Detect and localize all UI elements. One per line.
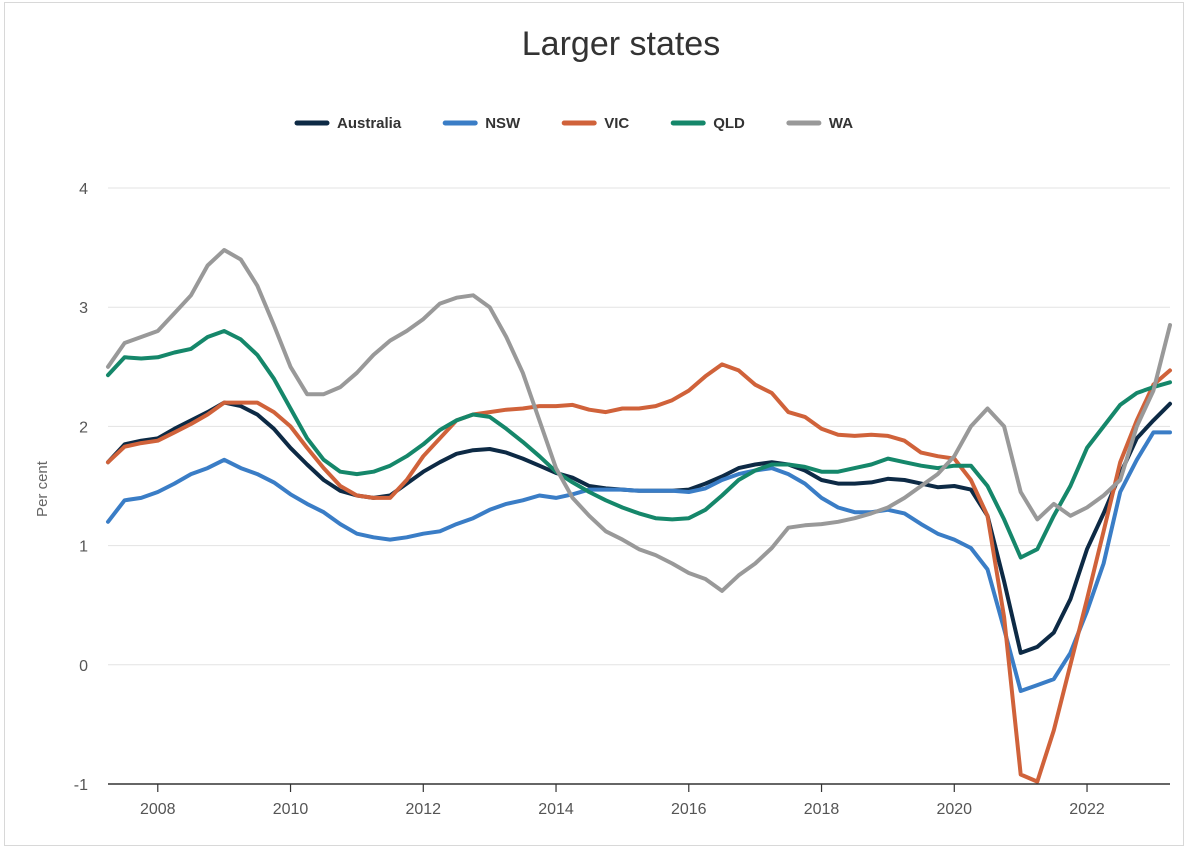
y-axis-ticks: 4 3 2 1 0 -1 [74,181,88,794]
x-tick-label: 2022 [1069,801,1105,818]
legend-label: QLD [713,115,745,132]
y-tick-label: 2 [79,419,88,436]
series-line-qld [106,329,1172,560]
chart-legend: Australia NSW VIC QLD WA [294,115,853,132]
gridlines [108,187,1170,666]
y-tick-label: -1 [74,777,88,794]
y-axis-title: Per cent [34,460,51,517]
y-tick-label: 4 [79,181,88,198]
legend-label: WA [829,115,853,132]
legend-item-qld[interactable]: QLD [670,115,745,132]
x-tick-label: 2014 [538,801,574,818]
legend-item-nsw[interactable]: NSW [442,115,521,132]
x-tick-label: 2016 [671,801,707,818]
x-tick-label: 2012 [405,801,441,818]
x-axis-ticks: 2008 2010 2012 2014 2016 2018 2020 2022 [140,784,1105,818]
y-tick-label: 1 [79,539,88,556]
legend-item-australia[interactable]: Australia [294,115,402,132]
x-tick-label: 2008 [140,801,176,818]
series-line-vic [106,362,1172,784]
legend-item-vic[interactable]: VIC [561,115,629,132]
x-tick-label: 2020 [936,801,972,818]
legend-label: NSW [485,115,521,132]
chart-frame: Larger states Australia NSW VIC QLD WA 4 3 2 1 0… [4,2,1184,846]
x-tick-label: 2010 [273,801,309,818]
series-line-australia [106,400,1172,655]
y-tick-label: 0 [79,658,88,675]
y-tick-label: 3 [79,300,88,317]
legend-item-wa[interactable]: WA [786,115,853,132]
series-line-wa [106,248,1172,593]
legend-label: VIC [604,115,629,132]
line-chart: Larger states Australia NSW VIC QLD WA 4 3 2 1 0… [34,25,1172,818]
series-line-nsw [106,430,1172,693]
x-tick-label: 2018 [804,801,840,818]
series-lines [106,248,1172,784]
chart-title: Larger states [522,25,720,63]
legend-label: Australia [337,115,402,132]
